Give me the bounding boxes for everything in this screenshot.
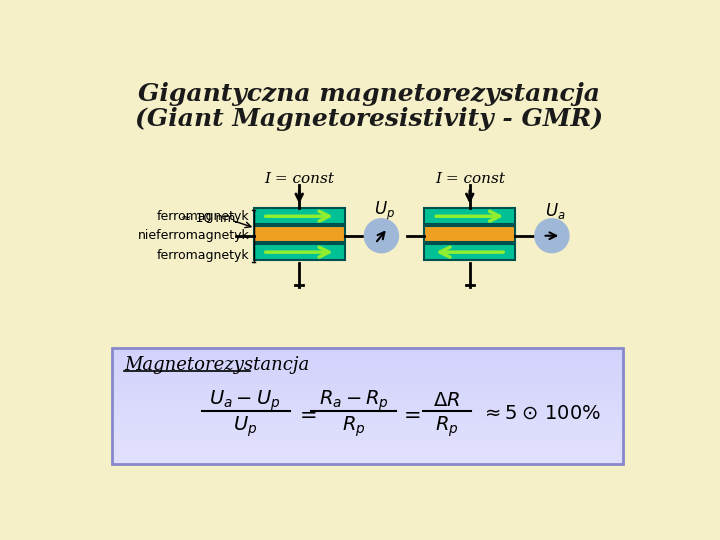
Text: I = const: I = const [435,172,505,186]
FancyBboxPatch shape [253,226,345,242]
FancyBboxPatch shape [112,423,624,426]
FancyBboxPatch shape [112,409,624,411]
FancyBboxPatch shape [112,406,624,409]
FancyBboxPatch shape [112,366,624,368]
FancyBboxPatch shape [253,208,345,225]
FancyBboxPatch shape [112,403,624,406]
Text: $=$: $=$ [400,403,420,423]
FancyBboxPatch shape [112,348,624,351]
FancyBboxPatch shape [112,447,624,449]
FancyBboxPatch shape [112,441,624,443]
FancyBboxPatch shape [424,244,516,260]
FancyBboxPatch shape [112,383,624,386]
Text: ≈ 10 nm: ≈ 10 nm [181,212,235,225]
Text: $R_p$: $R_p$ [342,415,365,439]
Text: Magnetorezystancja: Magnetorezystancja [124,356,310,374]
FancyBboxPatch shape [112,400,624,403]
FancyBboxPatch shape [112,360,624,362]
FancyBboxPatch shape [112,362,624,366]
Circle shape [535,219,569,253]
Text: ferromagnetyk: ferromagnetyk [157,210,250,222]
FancyBboxPatch shape [112,377,624,380]
FancyBboxPatch shape [112,372,624,374]
Text: Gigantyczna magnetorezystancja: Gigantyczna magnetorezystancja [138,82,600,106]
FancyBboxPatch shape [112,394,624,397]
FancyBboxPatch shape [112,411,624,415]
FancyBboxPatch shape [112,397,624,400]
FancyBboxPatch shape [424,226,516,242]
FancyBboxPatch shape [112,426,624,429]
Text: $R_a - R_p$: $R_a - R_p$ [318,388,389,413]
FancyBboxPatch shape [112,354,624,357]
FancyBboxPatch shape [112,386,624,389]
FancyBboxPatch shape [112,389,624,392]
FancyBboxPatch shape [112,374,624,377]
FancyBboxPatch shape [112,417,624,420]
Text: $U_p$: $U_p$ [374,199,395,222]
FancyBboxPatch shape [112,435,624,438]
Text: $R_p$: $R_p$ [435,415,459,439]
Text: $\approx 5\odot\, 100\%$: $\approx 5\odot\, 100\%$ [482,404,601,423]
Text: $\Delta R$: $\Delta R$ [433,391,460,410]
FancyBboxPatch shape [424,208,516,225]
FancyBboxPatch shape [112,432,624,435]
Text: ferromagnetyk: ferromagnetyk [157,249,250,262]
FancyBboxPatch shape [112,351,624,354]
FancyBboxPatch shape [112,368,624,372]
Text: I = const: I = const [264,172,334,186]
FancyBboxPatch shape [112,455,624,458]
FancyBboxPatch shape [112,449,624,452]
FancyBboxPatch shape [112,443,624,447]
FancyBboxPatch shape [112,429,624,432]
FancyBboxPatch shape [112,380,624,383]
Text: nieferromagnetyk: nieferromagnetyk [138,230,250,242]
FancyBboxPatch shape [112,461,624,464]
FancyBboxPatch shape [253,244,345,260]
FancyBboxPatch shape [112,452,624,455]
Text: $U_p$: $U_p$ [233,415,257,439]
FancyBboxPatch shape [112,438,624,441]
FancyBboxPatch shape [112,392,624,394]
Text: (Giant Magnetoresistivity - GMR): (Giant Magnetoresistivity - GMR) [135,107,603,131]
FancyBboxPatch shape [112,415,624,417]
Circle shape [364,219,398,253]
FancyBboxPatch shape [112,357,624,360]
Text: $=$: $=$ [294,403,316,423]
Text: $U_a - U_p$: $U_a - U_p$ [210,388,281,413]
Text: $U_a$: $U_a$ [545,201,565,221]
FancyBboxPatch shape [112,420,624,423]
FancyBboxPatch shape [112,458,624,461]
